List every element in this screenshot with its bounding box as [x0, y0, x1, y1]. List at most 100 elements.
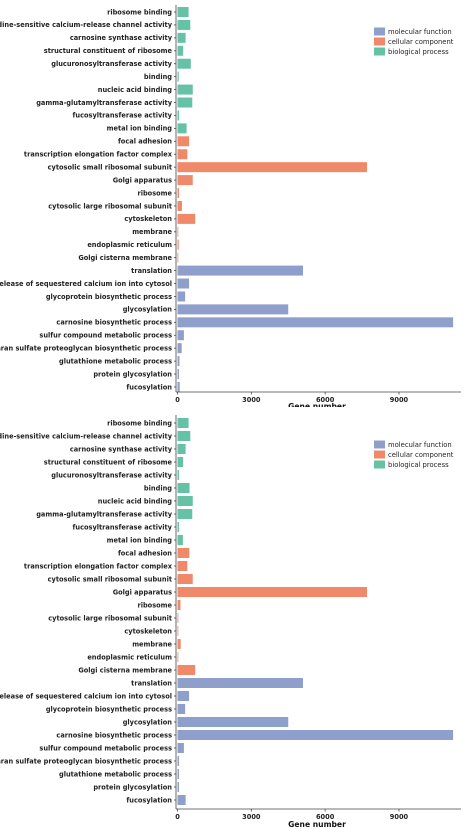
category-label-gamma-glutamyltransferase-activity: gamma-glutamyltransferase activity	[36, 510, 172, 518]
bar-translation	[177, 265, 304, 276]
bar-ryanodine-sensitive-calcium-release-channel-activity	[177, 431, 191, 441]
category-label-endoplasmic-reticulum: endoplasmic reticulum	[87, 241, 172, 249]
category-label-ribosome: ribosome	[137, 189, 172, 197]
bar-golgi-apparatus	[177, 175, 193, 186]
bar-ribosome-binding	[177, 7, 189, 17]
bar-glucuronosyltransferase-activity	[177, 58, 191, 69]
category-label-binding: binding	[144, 484, 172, 492]
category-label-glycosylation: glycosylation	[123, 306, 173, 314]
bar-golgi-cisterna-membrane	[177, 665, 196, 675]
bar-translation	[177, 678, 304, 688]
category-label-metal-ion-binding: metal ion binding	[107, 125, 173, 133]
category-label-fucosyltransferase-activity: fucosyltransferase activity	[73, 112, 173, 120]
category-label-carnosine-synthase-activity: carnosine synthase activity	[70, 34, 173, 42]
bar-cytosolic-small-ribosomal-subunit	[177, 574, 193, 584]
category-label-gamma-glutamyltransferase-activity: gamma-glutamyltransferase activity	[36, 99, 172, 107]
category-label-fucosylation: fucosylation	[126, 796, 172, 804]
bar-heparan-sulfate-proteoglycan-biosynthetic-process	[177, 756, 179, 766]
bar-glycoprotein-biosynthetic-process	[177, 291, 186, 302]
bar-sulfur-compound-metabolic-process	[177, 743, 184, 753]
bar-carnosine-synthase-activity	[177, 444, 186, 454]
category-label-endoplasmic-reticulum: endoplasmic reticulum	[87, 653, 172, 661]
bar-protein-glycosylation	[177, 369, 179, 380]
bar-metal-ion-binding	[177, 123, 187, 134]
legend-swatch-biological-process	[374, 47, 385, 56]
bar-release-of-sequestered-calcium-ion-into-cytosol	[177, 691, 190, 701]
bar-ribosome-binding	[177, 418, 189, 428]
x-axis-title: Gene number	[288, 820, 346, 829]
bar-ryanodine-sensitive-calcium-release-channel-activity	[177, 19, 191, 30]
bar-sulfur-compound-metabolic-process	[177, 330, 184, 341]
bar-cytosolic-small-ribosomal-subunit	[177, 162, 367, 173]
category-label-protein-glycosylation: protein glycosylation	[93, 783, 172, 791]
legend-swatch-cellular-component	[374, 37, 385, 46]
bar-structural-constituent-of-ribosome	[177, 457, 184, 467]
category-label-cytoskeleton: cytoskeleton	[124, 627, 172, 635]
category-label-release-of-sequestered-calcium-ion-into-cytosol: release of sequestered calcium ion into …	[0, 692, 172, 700]
category-label-ribosome-binding: ribosome binding	[107, 8, 172, 16]
bar-metal-ion-binding	[177, 535, 183, 545]
chart-top: ribosome binding ryanodine-sensitive calc…	[0, 5, 461, 407]
category-label-carnosine-synthase-activity: carnosine synthase activity	[70, 445, 173, 453]
bar-ribosome	[177, 188, 179, 199]
bar-glucuronosyltransferase-activity	[177, 470, 179, 480]
legend-swatch-biological-process	[374, 460, 385, 469]
bar-endoplasmic-reticulum	[177, 652, 179, 662]
category-label-golgi-apparatus: Golgi apparatus	[113, 588, 172, 596]
category-label-structural-constituent-of-ribosome: structural constituent of ribosome	[44, 47, 173, 55]
chart-bottom: ribosome binding ryanodine-sensitive calc…	[0, 415, 461, 829]
bar-gamma-glutamyltransferase-activity	[177, 509, 193, 519]
category-label-translation: translation	[131, 267, 172, 275]
category-label-transcription-elongation-factor-complex: transcription elongation factor complex	[24, 151, 173, 159]
category-label-ryanodine-sensitive-calcium-release-channel-activity: ryanodine-sensitive calcium-release chan…	[0, 21, 173, 29]
legend-label-cellular-component: cellular component	[388, 38, 454, 46]
x-tick-label: 6000	[316, 813, 335, 821]
category-label-ryanodine-sensitive-calcium-release-channel-activity: ryanodine-sensitive calcium-release chan…	[0, 432, 173, 440]
bar-focal-adhesion	[177, 548, 190, 558]
bar-glutathione-metabolic-process	[177, 769, 179, 779]
bar-cytoskeleton	[177, 213, 196, 224]
bar-glutathione-metabolic-process	[177, 356, 180, 367]
category-label-glucuronosyltransferase-activity: glucuronosyltransferase activity	[51, 471, 172, 479]
bar-cytoskeleton	[177, 626, 179, 636]
category-label-glutathione-metabolic-process: glutathione metabolic process	[59, 770, 172, 778]
bar-heparan-sulfate-proteoglycan-biosynthetic-process	[177, 343, 182, 354]
category-label-metal-ion-binding: metal ion binding	[107, 536, 173, 544]
category-label-carnosine-biosynthetic-process: carnosine biosynthetic process	[56, 319, 172, 327]
bar-nucleic-acid-binding	[177, 84, 193, 95]
x-tick-label: 9000	[390, 396, 409, 404]
category-label-nucleic-acid-binding: nucleic acid binding	[98, 86, 172, 94]
bar-carnosine-biosynthetic-process	[177, 317, 454, 328]
bar-glycosylation	[177, 304, 289, 315]
category-label-sulfur-compound-metabolic-process: sulfur compound metabolic process	[39, 744, 172, 752]
category-label-carnosine-biosynthetic-process: carnosine biosynthetic process	[56, 731, 172, 739]
category-label-translation: translation	[131, 679, 172, 687]
legend-swatch-molecular-function	[374, 440, 385, 449]
category-label-focal-adhesion: focal adhesion	[118, 138, 172, 146]
bar-carnosine-biosynthetic-process	[177, 730, 454, 740]
x-tick-label: 0	[175, 396, 180, 404]
bar-protein-glycosylation	[177, 782, 179, 792]
category-label-golgi-cisterna-membrane: Golgi cisterna membrane	[78, 666, 172, 674]
bar-focal-adhesion	[177, 136, 190, 147]
category-label-heparan-sulfate-proteoglycan-biosynthetic-process: heparan sulfate proteoglycan biosyntheti…	[0, 757, 172, 765]
x-tick-label: 6000	[316, 396, 335, 404]
x-tick-label: 0	[175, 813, 180, 821]
category-label-glutathione-metabolic-process: glutathione metabolic process	[59, 357, 172, 365]
bar-fucosylation	[177, 381, 180, 392]
bar-membrane	[177, 226, 179, 237]
category-label-cytosolic-large-ribosomal-subunit: cytosolic large ribosomal subunit	[48, 614, 172, 622]
category-label-golgi-cisterna-membrane: Golgi cisterna membrane	[78, 254, 172, 262]
category-label-glycoprotein-biosynthetic-process: glycoprotein biosynthetic process	[46, 293, 172, 301]
category-label-protein-glycosylation: protein glycosylation	[93, 370, 172, 378]
bar-gamma-glutamyltransferase-activity	[177, 97, 193, 108]
chart-panel-top: ribosome binding ryanodine-sensitive calc…	[0, 0, 474, 407]
bar-cytosolic-large-ribosomal-subunit	[177, 613, 179, 623]
category-label-membrane: membrane	[132, 640, 172, 648]
legend-swatch-cellular-component	[374, 450, 385, 459]
category-label-golgi-apparatus: Golgi apparatus	[113, 176, 172, 184]
category-label-release-of-sequestered-calcium-ion-into-cytosol: release of sequestered calcium ion into …	[0, 280, 172, 288]
x-axis-title: Gene number	[288, 402, 346, 407]
bar-fucosylation	[177, 795, 186, 805]
category-label-glucuronosyltransferase-activity: glucuronosyltransferase activity	[51, 60, 172, 68]
